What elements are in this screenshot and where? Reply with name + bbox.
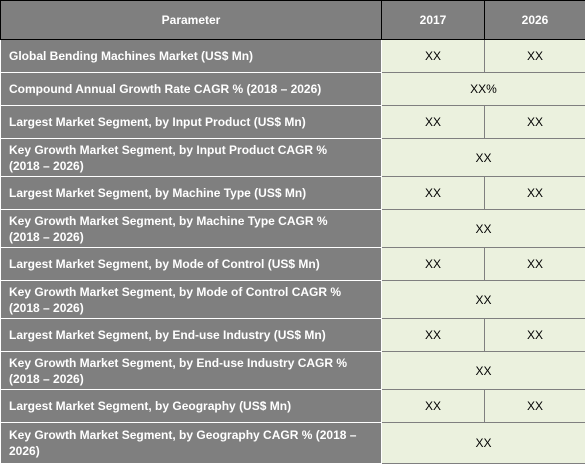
row-parameter: Largest Market Segment, by Input Product…	[1, 106, 382, 139]
row-parameter: Key Growth Market Segment, by Geography …	[1, 423, 382, 464]
row-parameter: Key Growth Market Segment, by Mode of Co…	[1, 281, 382, 319]
row-parameter-line1: Key Growth Market Segment, by Mode of Co…	[9, 285, 341, 299]
row-parameter-line2: (2018 – 2026)	[9, 301, 84, 315]
row-parameter-line1: Key Growth Market Segment, by Input Prod…	[9, 143, 327, 157]
table-row: Compound Annual Growth Rate CAGR % (2018…	[1, 73, 585, 106]
row-parameter: Largest Market Segment, by Mode of Contr…	[1, 248, 382, 281]
row-value-merged: XX	[382, 281, 585, 319]
table-row: Key Growth Market Segment, by Input Prod…	[1, 139, 585, 177]
table-row: Largest Market Segment, by Input Product…	[1, 106, 585, 139]
row-parameter: Global Bending Machines Market (US$ Mn)	[1, 40, 382, 73]
row-parameter: Key Growth Market Segment, by Machine Ty…	[1, 210, 382, 248]
row-value-merged: XX	[382, 139, 585, 177]
header-2026: 2026	[485, 1, 585, 40]
row-parameter-line2: (2018 – 2026)	[9, 372, 84, 386]
row-parameter-line1: Key Growth Market Segment, by Geography …	[9, 428, 356, 442]
row-parameter-line2: (2018 – 2026)	[9, 159, 84, 173]
header-2017: 2017	[382, 1, 485, 40]
table-row: Key Growth Market Segment, by Geography …	[1, 423, 585, 464]
row-value-merged: XX	[382, 352, 585, 390]
row-parameter: Largest Market Segment, by Machine Type …	[1, 177, 382, 210]
row-parameter: Largest Market Segment, by End-use Indus…	[1, 319, 382, 352]
table-row: Key Growth Market Segment, by Mode of Co…	[1, 281, 585, 319]
row-value-merged: XX%	[382, 73, 585, 106]
table-row: Largest Market Segment, by Machine Type …	[1, 177, 585, 210]
header-parameter: Parameter	[1, 1, 382, 40]
table-row: Largest Market Segment, by Mode of Contr…	[1, 248, 585, 281]
table-row: Key Growth Market Segment, by End-use In…	[1, 352, 585, 390]
row-value-merged: XX	[382, 210, 585, 248]
row-parameter: Key Growth Market Segment, by End-use In…	[1, 352, 382, 390]
table-row: Largest Market Segment, by End-use Indus…	[1, 319, 585, 352]
row-value-2017: XX	[382, 248, 485, 281]
table-row: Key Growth Market Segment, by Machine Ty…	[1, 210, 585, 248]
row-parameter: Largest Market Segment, by Geography (US…	[1, 390, 382, 423]
row-value-2026: XX	[485, 177, 585, 210]
row-parameter-line1: Key Growth Market Segment, by End-use In…	[9, 356, 347, 370]
row-value-2017: XX	[382, 390, 485, 423]
row-value-2026: XX	[485, 106, 585, 139]
table-row: Largest Market Segment, by Geography (US…	[1, 390, 585, 423]
row-value-2026: XX	[485, 319, 585, 352]
row-value-2017: XX	[382, 106, 485, 139]
table-header-row: Parameter 2017 2026	[1, 1, 585, 40]
row-value-2026: XX	[485, 248, 585, 281]
table-row: Global Bending Machines Market (US$ Mn) …	[1, 40, 585, 73]
row-parameter-line1: Key Growth Market Segment, by Machine Ty…	[9, 214, 328, 228]
row-value-2026: XX	[485, 40, 585, 73]
row-parameter: Compound Annual Growth Rate CAGR % (2018…	[1, 73, 382, 106]
row-value-2017: XX	[382, 40, 485, 73]
row-value-2017: XX	[382, 319, 485, 352]
row-parameter-line2: (2018 – 2026)	[9, 230, 84, 244]
row-value-merged: XX	[382, 423, 585, 464]
row-value-2026: XX	[485, 390, 585, 423]
row-parameter: Key Growth Market Segment, by Input Prod…	[1, 139, 382, 177]
row-value-2017: XX	[382, 177, 485, 210]
